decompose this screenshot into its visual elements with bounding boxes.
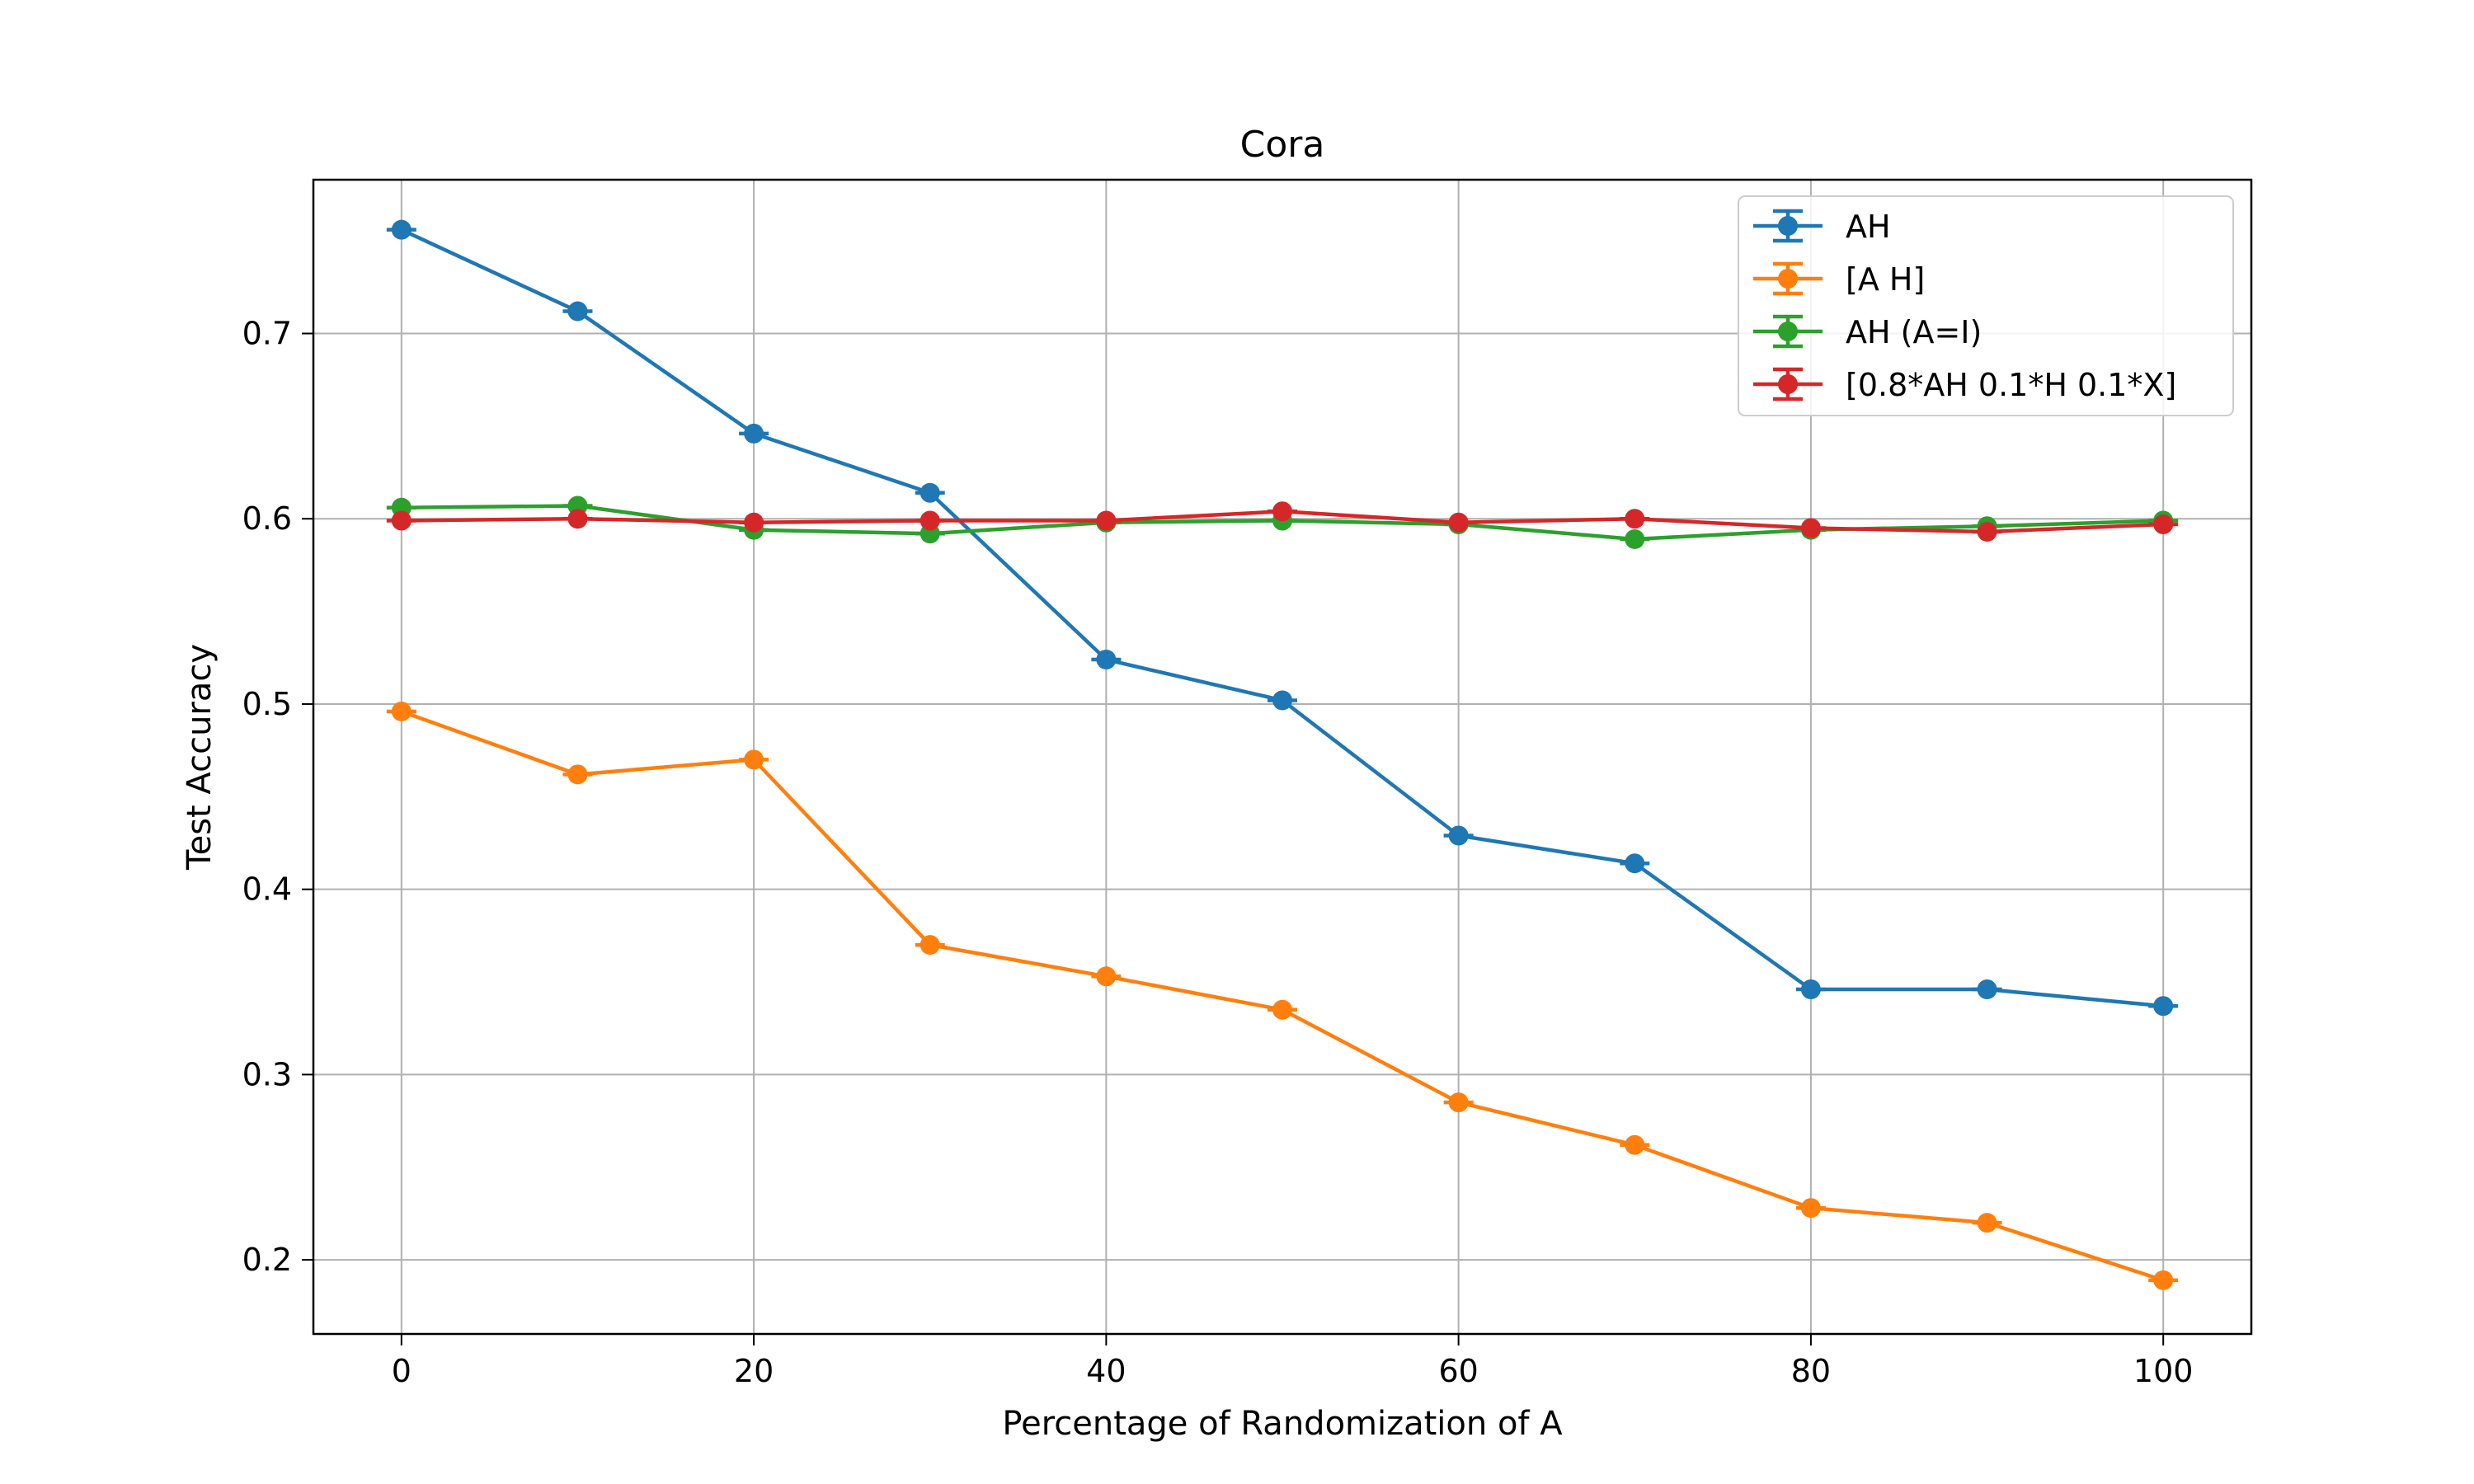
series-3 [386,501,2179,542]
y-tick-label: 0.3 [242,1056,292,1092]
y-tick-label: 0.7 [242,316,292,352]
x-tick-label: 60 [1438,1353,1478,1389]
data-point [920,482,940,503]
data-point [1977,979,1997,1000]
data-point [1272,690,1292,711]
data-point [744,512,764,533]
data-point [1625,853,1645,874]
data-point [1096,966,1117,987]
data-point [2153,996,2174,1017]
y-tick-label: 0.5 [242,686,292,722]
data-point [1625,528,1645,549]
data-point [1977,521,1997,542]
data-point [567,764,588,785]
y-tick-label: 0.2 [242,1242,292,1278]
series-0 [386,219,2179,1017]
series-group [386,219,2179,1290]
data-point [1800,979,1821,1000]
legend-label: AH (A=I) [1846,314,1982,350]
data-point [391,510,412,531]
chart-title: Cora [1240,124,1325,166]
x-tick-label: 100 [2133,1353,2194,1389]
x-tick-label: 80 [1791,1353,1831,1389]
data-point [1625,1134,1645,1155]
legend-box [1738,195,2234,416]
plot-frame [312,178,2253,1336]
x-axis-label: Percentage of Randomization of A [1002,1405,1563,1443]
data-point [391,701,412,721]
y-tick-label: 0.4 [242,871,292,908]
y-tick-label: 0.6 [242,500,292,537]
data-point [567,509,588,529]
x-tick-label: 20 [734,1353,774,1389]
data-point [2153,514,2174,534]
legend-label: [A H] [1846,261,1925,298]
legend-marker [1778,374,1798,394]
legend-marker [1778,216,1798,236]
data-point [920,935,940,956]
data-point [744,749,764,770]
series-1 [386,701,2179,1290]
data-point [1800,518,1821,538]
legend: AH [A H] AH (A=I) [0.8*AH 0.1*H 0.1*X] [1738,195,2234,416]
data-point [1625,509,1645,529]
legend-marker [1778,322,1798,341]
axis-ticks: 0 20 40 60 80 100 0.2 0.3 0.4 0.5 0.6 0.7 [242,316,2194,1389]
data-point [1448,512,1469,533]
data-point [1096,510,1117,531]
data-point [1977,1213,1997,1233]
data-point [2153,1270,2174,1290]
y-axis-label: Test Accuracy [181,644,219,871]
data-point [1272,999,1292,1020]
data-point [1272,501,1292,522]
data-point [1096,650,1117,670]
legend-label: [0.8*AH 0.1*H 0.1*X] [1846,367,2176,403]
data-point [1800,1198,1821,1219]
x-tick-label: 0 [392,1353,412,1389]
x-tick-label: 40 [1086,1353,1126,1389]
data-point [1448,825,1469,846]
data-point [567,301,588,322]
data-point [391,219,412,240]
legend-marker [1778,269,1798,289]
data-point [1448,1092,1469,1113]
legend-label: AH [1846,209,1891,245]
data-point [744,423,764,444]
data-point [920,510,940,531]
